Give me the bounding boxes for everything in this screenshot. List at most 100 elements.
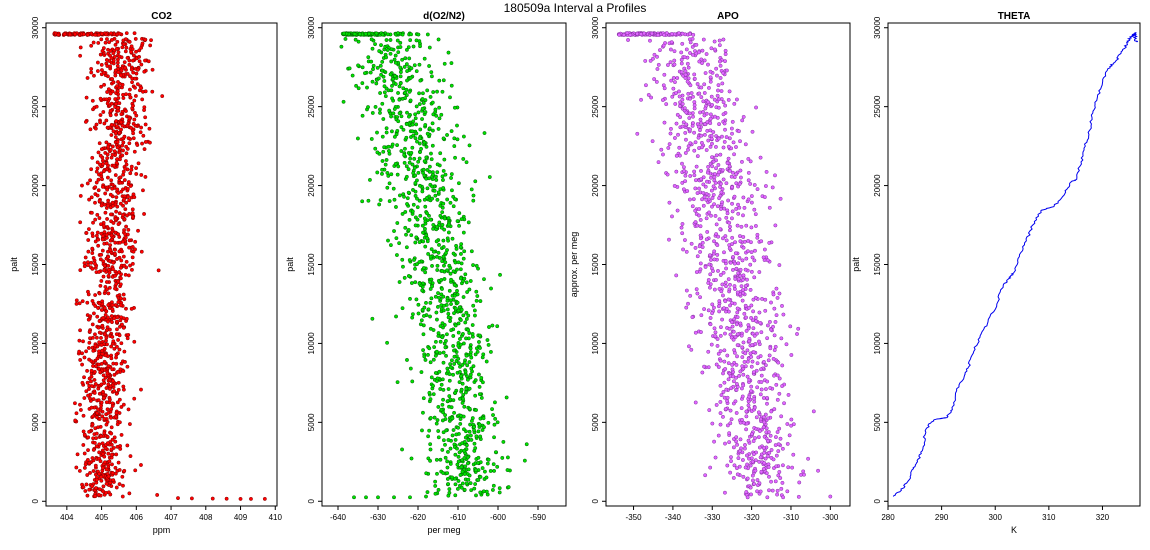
data-point [773, 173, 777, 178]
data-point [461, 295, 466, 299]
data-point [773, 320, 778, 324]
data-point [450, 433, 455, 438]
data-point [768, 386, 773, 390]
data-point [693, 400, 698, 405]
data-point [710, 196, 715, 200]
data-point [98, 113, 103, 117]
data-point [718, 358, 723, 363]
data-point [679, 225, 684, 230]
data-point [117, 101, 122, 106]
data-point [748, 287, 753, 292]
data-point [789, 417, 794, 422]
data-point [118, 175, 123, 180]
data-point [374, 81, 379, 86]
data-point [114, 112, 119, 117]
data-point [143, 174, 148, 179]
data-point [90, 246, 95, 251]
data-point [88, 336, 92, 341]
data-point [415, 139, 419, 144]
data-point [762, 359, 766, 364]
data-point [703, 71, 708, 75]
data-point [441, 201, 446, 206]
data-point [126, 333, 131, 337]
data-point [777, 291, 782, 296]
data-point [388, 38, 393, 42]
data-point [704, 52, 709, 56]
data-point [424, 176, 429, 181]
data-point [461, 396, 465, 401]
data-point [434, 349, 439, 354]
data-point [134, 49, 138, 54]
data-point [476, 455, 481, 460]
data-point [430, 263, 434, 268]
data-point [77, 338, 82, 343]
data-point [743, 443, 747, 447]
data-point [776, 449, 781, 454]
data-point [699, 177, 704, 182]
data-point [467, 360, 472, 364]
data-point [445, 197, 450, 202]
data-point [129, 67, 134, 72]
data-point [371, 67, 375, 72]
data-point [721, 390, 726, 394]
data-point [94, 169, 99, 174]
data-point [107, 40, 112, 45]
data-point [705, 170, 710, 175]
data-point [427, 64, 432, 68]
data-point [687, 32, 692, 36]
data-point [114, 209, 119, 214]
data-point [425, 490, 430, 495]
data-point [725, 353, 730, 358]
data-point [706, 349, 711, 354]
data-point [127, 198, 132, 203]
data-point [423, 358, 428, 362]
data-point [129, 49, 133, 54]
data-point [701, 37, 706, 42]
data-point [701, 191, 706, 195]
data-point [86, 346, 91, 350]
data-point [476, 429, 481, 434]
data-point [489, 286, 493, 291]
data-point [473, 313, 477, 318]
data-point [767, 319, 772, 324]
data-point [741, 340, 746, 345]
data-point [727, 431, 732, 436]
data-point [698, 117, 703, 122]
data-point [441, 78, 446, 83]
data-point [475, 349, 480, 354]
data-point [102, 416, 107, 421]
data-point [739, 333, 744, 338]
data-point [755, 361, 760, 366]
data-point [129, 126, 134, 130]
y-tick-label: 0 [591, 498, 600, 503]
data-point [703, 106, 708, 111]
x-tick-label: -610 [450, 513, 467, 522]
data-point [116, 279, 121, 284]
data-point [102, 263, 107, 268]
data-point [422, 216, 427, 221]
data-point [692, 148, 697, 153]
data-point [717, 309, 722, 314]
data-point [125, 186, 130, 191]
data-point [350, 73, 355, 78]
data-point [387, 149, 391, 153]
data-point [726, 144, 731, 149]
data-point [481, 416, 486, 421]
data-point [750, 129, 755, 134]
data-point [708, 121, 713, 126]
data-point [471, 193, 476, 198]
data-point [723, 407, 728, 412]
data-point [448, 95, 452, 100]
data-point [797, 480, 802, 485]
data-point [730, 209, 735, 214]
data-point [705, 229, 710, 234]
data-point [709, 94, 714, 99]
data-point [668, 60, 673, 65]
data-point [723, 367, 728, 371]
data-point [455, 486, 460, 491]
data-point [758, 489, 763, 494]
data-point [739, 446, 743, 451]
data-point [399, 114, 404, 119]
data-point [121, 92, 125, 97]
data-point [751, 478, 755, 483]
